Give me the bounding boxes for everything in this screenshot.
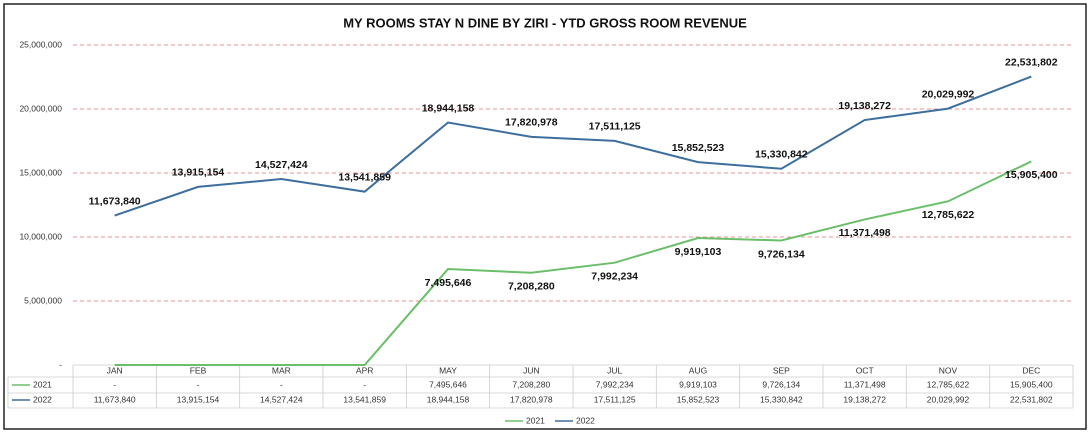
table-value: 7,992,234	[596, 379, 634, 389]
y-tick-label: 5,000,000	[24, 295, 62, 305]
table-value: 12,785,622	[927, 379, 970, 389]
x-tick-label: SEP	[773, 365, 790, 375]
x-tick-label: AUG	[689, 365, 707, 375]
x-tick-label: OCT	[856, 365, 874, 375]
table-value: 9,726,134	[762, 379, 800, 389]
data-label: 14,527,424	[255, 159, 308, 171]
table-series-name: 2021	[33, 379, 52, 389]
data-label: 11,371,498	[839, 227, 891, 239]
chart-title: MY ROOMS STAY N DINE BY ZIRI - YTD GROSS…	[343, 15, 747, 30]
table-value: 9,919,103	[679, 379, 717, 389]
data-label: 15,330,842	[755, 149, 808, 161]
data-label: 19,138,272	[838, 100, 891, 112]
table-value: 18,944,158	[427, 394, 470, 404]
table-value: 15,330,842	[760, 394, 803, 404]
table-value: 15,905,400	[1010, 379, 1053, 389]
data-label: 7,208,280	[508, 281, 555, 293]
series-line	[114, 160, 1032, 366]
data-label: 7,495,646	[425, 277, 472, 289]
legend-label: 2021	[526, 415, 545, 425]
table-value: 17,511,125	[594, 394, 636, 404]
x-tick-label: APR	[356, 365, 373, 375]
data-label: 9,726,134	[758, 248, 805, 260]
table-value: 13,915,154	[177, 394, 220, 404]
table-value: 11,673,840	[94, 394, 136, 404]
table-value: 13,541,859	[343, 394, 386, 404]
table-value: 11,371,498	[844, 379, 886, 389]
table-value: -	[363, 379, 366, 389]
data-label: 18,944,158	[422, 102, 475, 114]
table-value: 17,820,978	[510, 394, 553, 404]
data-label: 15,905,400	[1005, 169, 1058, 181]
data-label: 17,820,978	[505, 117, 558, 129]
legend-label: 2022	[576, 415, 595, 425]
x-tick-label: JAN	[107, 365, 123, 375]
table-value: 22,531,802	[1010, 394, 1053, 404]
x-tick-label: FEB	[190, 365, 207, 375]
table-value: 15,852,523	[677, 394, 720, 404]
table-value: 19,138,272	[843, 394, 886, 404]
data-label: 9,919,103	[675, 246, 722, 258]
table-value: 14,527,424	[260, 394, 303, 404]
y-tick-label: 15,000,000	[19, 167, 62, 177]
x-tick-label: JUN	[523, 365, 540, 375]
data-label: 15,852,523	[672, 142, 725, 154]
data-label: 20,029,992	[922, 88, 975, 100]
table-series-name: 2022	[33, 394, 52, 404]
table-value: -	[197, 379, 200, 389]
data-label: 11,673,840	[89, 195, 141, 207]
x-tick-label: MAY	[439, 365, 457, 375]
table-value: -	[113, 379, 116, 389]
data-label: 13,541,859	[338, 171, 391, 183]
table-value: 20,029,992	[927, 394, 970, 404]
y-tick-label: -	[59, 359, 62, 369]
chart-frame	[3, 3, 1087, 430]
table-value: 7,208,280	[512, 379, 550, 389]
table-value: 7,495,646	[429, 379, 467, 389]
data-label: 22,531,802	[1005, 56, 1058, 68]
y-tick-label: 10,000,000	[19, 231, 62, 241]
x-tick-label: MAR	[272, 365, 291, 375]
data-label: 17,511,125	[589, 121, 641, 133]
y-tick-label: 20,000,000	[19, 103, 62, 113]
data-label: 13,915,154	[172, 167, 225, 179]
series-line	[114, 75, 1032, 217]
data-label: 7,992,234	[591, 270, 638, 282]
table-value: -	[280, 379, 283, 389]
x-tick-label: NOV	[939, 365, 958, 375]
x-tick-label: JUL	[607, 365, 622, 375]
data-label: 12,785,622	[922, 209, 975, 221]
x-tick-label: DEC	[1022, 365, 1040, 375]
y-tick-label: 25,000,000	[19, 39, 62, 49]
